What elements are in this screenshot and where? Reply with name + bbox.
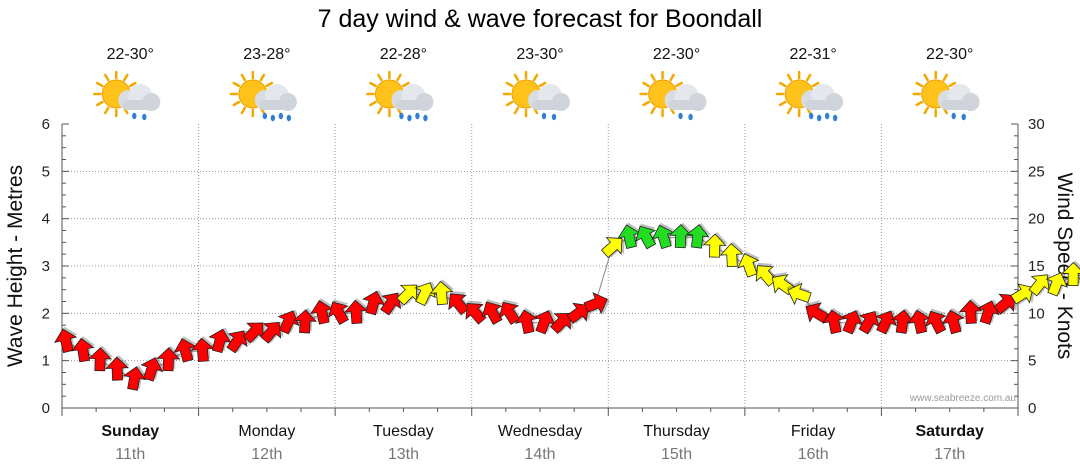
wind-arrow [958,298,984,324]
right-tick-label: 10 [1028,305,1045,322]
wind-arrow [327,299,350,326]
day-name: Tuesday [373,423,434,440]
wind-arrow [1045,271,1070,297]
right-tick-label: 30 [1028,116,1045,133]
wind-arrow [533,309,558,335]
wind-arrow [429,279,455,306]
weather-sun-cloud-showers-icon [639,70,707,121]
wind-arrow [54,326,78,354]
right-y-ticks: 0 5 10 15 20 25 30 [1028,116,1045,417]
right-axis-title: Wind Speed - Knots [1053,173,1076,360]
wind-arrow [122,365,148,391]
wind-arrow [941,307,966,335]
left-tick-label: 0 [42,400,50,417]
left-tick-label: 1 [42,353,50,370]
weather-sun-cloud-rain-icon [229,70,297,122]
watermark: www.seabreeze.com.au [909,393,1016,404]
wind-arrow [498,299,521,325]
wind-arrow [105,355,131,381]
right-tick-label: 20 [1028,211,1045,228]
temperature-labels: 22-30° 23-28° 22-28° 23-30° 22-30° 22-31° 22-3… [107,46,974,63]
wind-arrow [925,308,947,335]
wind-arrow [685,222,711,249]
wind-arrow [1061,260,1080,286]
weather-sun-cloud-rain-icon [366,70,434,122]
wind-arrow [481,299,503,326]
wind-arrow [242,322,266,344]
wind-arrow [737,251,760,278]
wind-arrow [208,327,234,354]
day-temperature: 23-28° [243,46,290,63]
day-labels: Sunday 11th Monday 12th Tuesday 13th Wednesday… [101,423,984,463]
wind-arrow [362,289,387,316]
weather-sun-cloud-showers-icon [93,70,161,121]
grid [62,124,1018,408]
day-date: 17th [934,446,965,463]
day-date: 13th [388,446,419,463]
day-temperature: 22-31° [789,46,836,63]
left-axis-title: Wave Height - Metres [4,165,27,367]
wind-arrow [822,307,847,335]
day-temperature: 23-30° [516,46,563,63]
wind-arrow [293,307,319,334]
wind-arrow [702,232,728,258]
wind-arrow [668,222,694,249]
day-date: 15th [661,446,692,463]
right-tick-label: 0 [1028,400,1036,417]
day-date: 14th [524,446,555,463]
wind-arrow [993,293,1018,315]
day-name: Friday [791,423,835,440]
wind-arrow [858,310,882,335]
wind-arrows [54,222,1080,391]
wind-arrow [651,222,675,250]
day-date: 16th [798,446,829,463]
weather-sun-cloud-showers-icon [912,70,980,121]
day-temperature: 22-30° [926,46,973,63]
right-tick-label: 15 [1028,258,1045,275]
left-y-ticks: 0 1 2 3 4 5 6 [42,116,50,417]
wind-arrow [1028,274,1052,297]
wind-arrow [719,241,745,268]
wind-arrow [88,345,114,372]
wind-arrow [514,307,539,335]
day-date: 12th [251,446,282,463]
wind-arrow [465,300,487,325]
left-tick-label: 4 [42,211,50,228]
day-name: Wednesday [498,423,582,440]
left-tick-label: 5 [42,163,50,180]
left-tick-label: 6 [42,116,50,133]
day-temperature: 22-28° [380,46,427,63]
weather-sun-cloud-showers-icon [502,70,570,121]
wind-arrow [805,300,829,324]
wind-arrow [140,356,166,382]
wind-arrow [786,280,812,306]
wind-arrow [890,308,916,334]
wave-height-line [65,237,1080,381]
right-tick-label: 5 [1028,353,1036,370]
day-temperature: 22-30° [653,46,700,63]
wind-arrow [635,223,657,250]
day-name: Thursday [643,423,710,440]
day-temperature: 22-30° [107,46,154,63]
day-name: Saturday [915,423,984,440]
left-tick-label: 3 [42,258,50,275]
wind-arrow [583,292,610,315]
left-tick-label: 2 [42,305,50,322]
day-name: Monday [238,423,295,440]
day-name: Sunday [101,423,159,440]
chart-title: 7 day wind & wave forecast for Boondall [318,5,763,33]
weather-sun-cloud-rain-icon [775,70,844,122]
wind-arrow [344,298,369,325]
weather-icons [93,70,980,122]
wind-arrow [600,237,625,259]
wind-arrow [173,336,197,363]
wind-arrow [414,281,438,307]
day-date: 11th [115,446,145,463]
axes [61,123,1019,416]
right-tick-label: 25 [1028,163,1045,180]
wind-arrow [396,284,420,306]
wind-arrow [550,313,574,335]
wind-arrow [190,336,216,363]
